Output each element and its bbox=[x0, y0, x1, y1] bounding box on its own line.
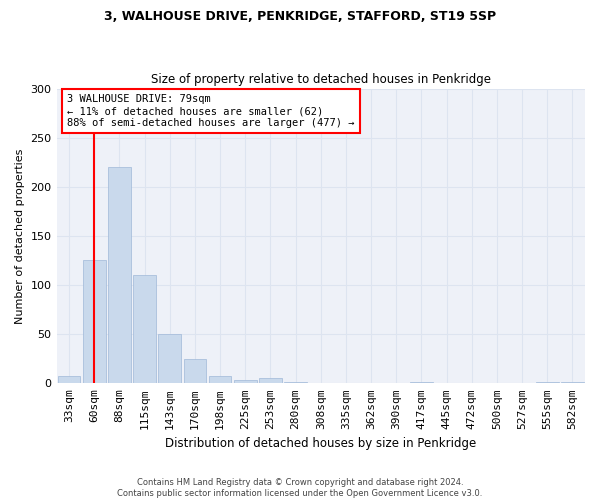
Bar bbox=[209, 376, 232, 384]
Bar bbox=[561, 382, 584, 384]
Text: 3, WALHOUSE DRIVE, PENKRIDGE, STAFFORD, ST19 5SP: 3, WALHOUSE DRIVE, PENKRIDGE, STAFFORD, … bbox=[104, 10, 496, 23]
Bar bbox=[83, 260, 106, 384]
Bar bbox=[184, 358, 206, 384]
X-axis label: Distribution of detached houses by size in Penkridge: Distribution of detached houses by size … bbox=[165, 437, 476, 450]
Bar bbox=[234, 380, 257, 384]
Text: 3 WALHOUSE DRIVE: 79sqm
← 11% of detached houses are smaller (62)
88% of semi-de: 3 WALHOUSE DRIVE: 79sqm ← 11% of detache… bbox=[67, 94, 355, 128]
Bar bbox=[158, 334, 181, 384]
Bar bbox=[259, 378, 282, 384]
Bar bbox=[58, 376, 80, 384]
Text: Contains HM Land Registry data © Crown copyright and database right 2024.
Contai: Contains HM Land Registry data © Crown c… bbox=[118, 478, 482, 498]
Title: Size of property relative to detached houses in Penkridge: Size of property relative to detached ho… bbox=[151, 73, 491, 86]
Bar bbox=[536, 382, 559, 384]
Y-axis label: Number of detached properties: Number of detached properties bbox=[15, 148, 25, 324]
Bar bbox=[133, 275, 156, 384]
Bar bbox=[108, 167, 131, 384]
Bar bbox=[410, 382, 433, 384]
Bar bbox=[284, 382, 307, 384]
